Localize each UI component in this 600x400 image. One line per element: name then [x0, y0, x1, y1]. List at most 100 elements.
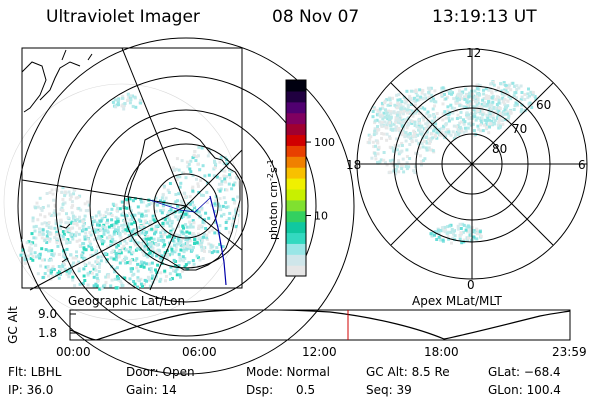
- emission-pixel: [123, 102, 127, 105]
- emission-pixel: [78, 219, 82, 223]
- colorbar-swatch: [286, 101, 306, 114]
- emission-pixel: [63, 192, 67, 196]
- emission-pixel: [202, 246, 206, 250]
- emission-pixel: [155, 270, 159, 274]
- emission-pixel: [469, 232, 473, 236]
- emission-pixel: [370, 156, 374, 160]
- emission-pixel: [378, 120, 382, 124]
- emission-pixel: [181, 212, 185, 216]
- emission-pixel: [82, 267, 86, 271]
- emission-pixel: [169, 224, 173, 228]
- emission-pixel: [418, 125, 422, 129]
- emission-pixel: [84, 231, 88, 235]
- emission-pixel: [459, 127, 463, 131]
- emission-pixel: [110, 214, 114, 217]
- emission-pixel: [498, 118, 501, 122]
- colorbar-swatch: [286, 134, 306, 146]
- emission-pixel: [471, 105, 475, 109]
- emission-pixel: [127, 227, 131, 230]
- emission-pixel: [205, 201, 209, 205]
- emission-pixel: [77, 260, 80, 264]
- emission-pixel: [109, 243, 113, 247]
- info-ip: IP: 36.0: [8, 383, 54, 397]
- emission-pixel: [65, 228, 69, 232]
- emission-pixel: [48, 232, 52, 236]
- south-america-coastline: [21, 49, 93, 113]
- emission-pixel: [200, 208, 204, 212]
- emission-pixel: [180, 159, 184, 163]
- emission-pixel: [482, 123, 486, 127]
- emission-pixel: [373, 129, 377, 133]
- emission-pixel: [129, 98, 133, 102]
- emission-pixel: [207, 173, 211, 177]
- emission-pixel: [71, 214, 75, 218]
- emission-pixel: [125, 198, 129, 202]
- emission-pixel: [69, 221, 73, 225]
- emission-pixel: [166, 253, 170, 257]
- emission-pixel: [422, 116, 425, 120]
- info-dsp: Dsp: 0.5: [246, 383, 316, 397]
- emission-pixel: [171, 227, 175, 231]
- emission-pixel: [55, 222, 59, 226]
- emission-pixel: [149, 240, 153, 244]
- emission-pixel: [158, 256, 162, 260]
- emission-pixel: [139, 224, 143, 228]
- emission-pixel: [461, 90, 465, 94]
- emission-pixel: [386, 109, 390, 113]
- emission-pixel: [124, 213, 127, 217]
- emission-pixel: [94, 228, 98, 232]
- emission-pixel: [468, 100, 472, 103]
- emission-pixel: [121, 275, 125, 279]
- emission-pixel: [479, 123, 483, 127]
- emission-pixel: [478, 230, 482, 234]
- emission-pixel: [236, 208, 240, 212]
- emission-pixel: [412, 96, 416, 100]
- emission-pixel: [437, 231, 441, 235]
- emission-pixel: [154, 268, 157, 272]
- meridian-5: [185, 205, 243, 251]
- emission-pixel: [33, 243, 37, 247]
- emission-pixel: [468, 121, 472, 125]
- emission-pixel: [186, 267, 190, 271]
- emission-pixel: [388, 137, 392, 140]
- emission-pixel: [47, 237, 51, 241]
- emission-pixel: [136, 205, 140, 209]
- emission-pixel: [86, 237, 90, 241]
- emission-pixel: [147, 203, 151, 207]
- emission-pixel: [191, 265, 195, 269]
- emission-pixel: [220, 182, 224, 186]
- emission-pixel: [67, 271, 71, 275]
- emission-pixel: [425, 130, 429, 134]
- emission-pixel: [193, 242, 196, 245]
- emission-pixel: [184, 195, 188, 199]
- emission-pixel: [390, 161, 393, 164]
- emission-pixel: [175, 233, 179, 237]
- emission-pixel: [149, 244, 153, 248]
- emission-pixel: [450, 117, 454, 121]
- emission-pixel: [89, 270, 92, 274]
- emission-pixel: [411, 120, 415, 123]
- emission-pixel: [496, 117, 499, 121]
- colorbar-unit-label: photon cm-2s-1: [266, 159, 281, 240]
- emission-pixel: [389, 124, 393, 128]
- emission-pixel: [395, 106, 399, 110]
- emission-pixel: [398, 98, 402, 102]
- emission-pixel: [224, 180, 227, 184]
- emission-pixel: [149, 270, 153, 274]
- colorbar-swatch: [286, 221, 306, 234]
- emission-pixel: [391, 149, 395, 153]
- emission-pixel: [465, 98, 469, 102]
- emission-pixel: [150, 227, 154, 231]
- emission-pixel: [174, 270, 178, 273]
- emission-pixel: [480, 102, 484, 106]
- emission-pixel: [423, 157, 427, 161]
- emission-pixel: [180, 230, 184, 234]
- emission-pixel: [128, 261, 132, 265]
- emission-pixel: [127, 234, 131, 238]
- emission-pixel: [134, 105, 138, 109]
- colorbar-swatch: [286, 254, 306, 266]
- emission-pixel: [98, 213, 102, 217]
- emission-pixel: [459, 95, 462, 99]
- emission-pixel: [50, 249, 54, 253]
- emission-pixel: [51, 274, 55, 278]
